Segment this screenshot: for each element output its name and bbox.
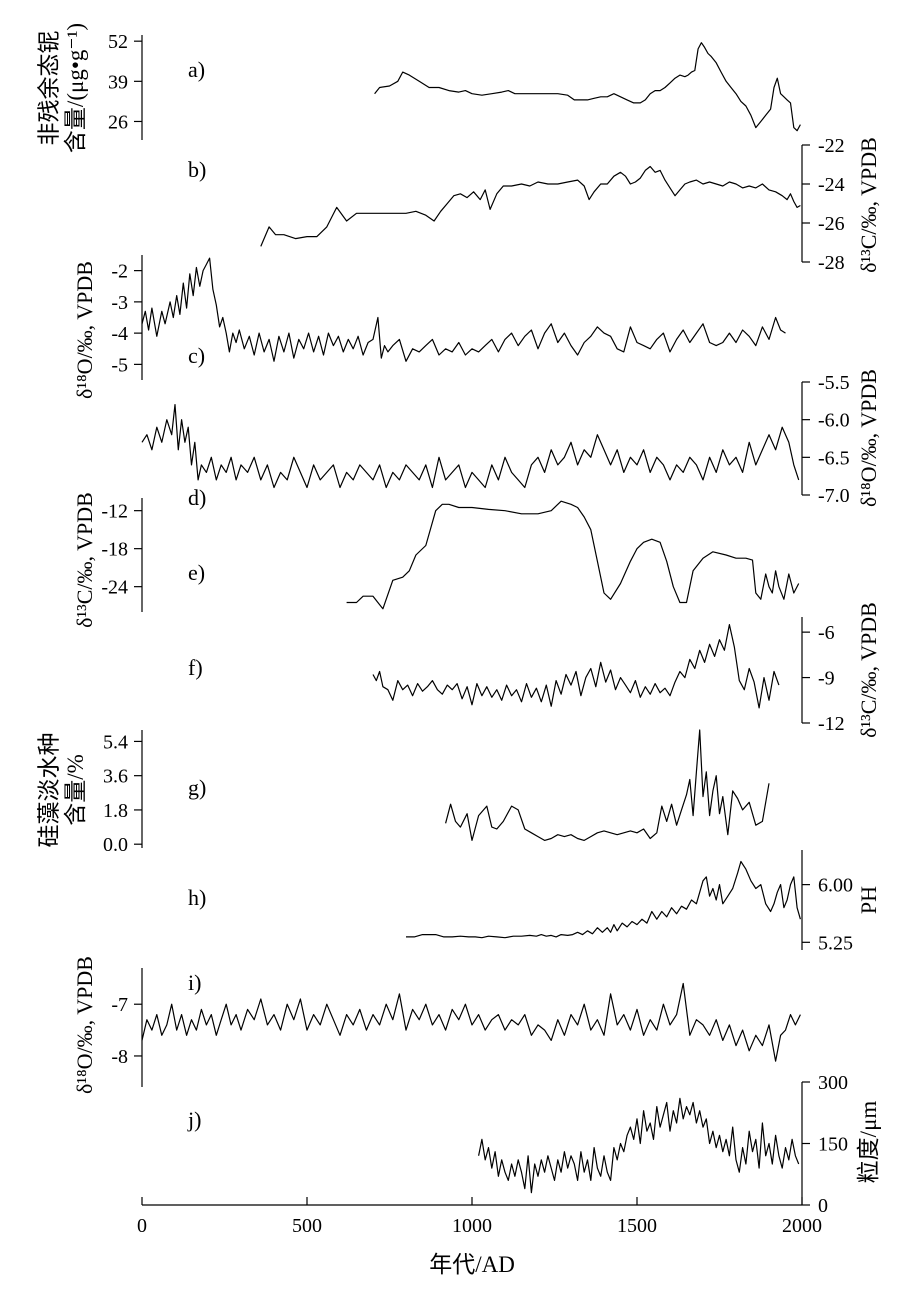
y-tick-label: 0 — [818, 1195, 828, 1217]
panel-label: h) — [188, 885, 206, 910]
y-tick-label: -18 — [101, 539, 128, 561]
panel-label: a) — [188, 57, 205, 82]
y-tick-label: -6.5 — [818, 447, 850, 469]
y-axis-title: δ¹⁸O/‰, VPDB — [72, 261, 97, 399]
y-tick-label: -7 — [111, 994, 128, 1016]
series-line — [478, 1097, 800, 1194]
x-tick-label: 2000 — [782, 1215, 822, 1237]
y-tick-label: -5 — [111, 354, 128, 376]
y-tick-label: -5.5 — [818, 372, 850, 394]
panel-g: 5.4 3.6 1.8 0.0 g) 硅藻淡水种含量/% — [37, 729, 770, 856]
panel-f: -6 -9 -12 f) δ¹³C/‰, VPDB — [188, 602, 881, 738]
y-axis-title-line: 含量/(μg•g⁻¹) — [63, 23, 88, 153]
x-tick-label: 500 — [292, 1215, 322, 1237]
series-line — [260, 165, 801, 247]
y-axis-title: δ¹³C/‰, VPDB — [72, 492, 97, 628]
y-tick-label: -6.0 — [818, 410, 850, 432]
panel-h: 6.00 5.25 h) PH — [188, 850, 881, 954]
y-axis-title: PH — [856, 886, 881, 914]
x-ticks: 0 500 1000 1500 2000 — [137, 1197, 822, 1237]
series-line — [374, 42, 801, 132]
y-axis-title-line: 含量/% — [63, 754, 88, 826]
y-axis-title: 硅藻淡水种含量/% — [37, 733, 88, 848]
y-axis-title-line: 硅藻淡水种 — [37, 733, 62, 848]
y-axis-title: δ¹⁸O/‰, VPDB — [72, 956, 97, 1094]
panel-label: e) — [188, 560, 205, 585]
y-tick-label: -24 — [101, 577, 128, 599]
x-tick-label: 1500 — [617, 1215, 657, 1237]
panel-e: -12 -18 -24 e) δ¹³C/‰, VPDB — [72, 492, 800, 628]
panel-label: b) — [188, 157, 206, 182]
y-tick-label: -9 — [818, 668, 835, 690]
y-tick-label: 5.4 — [103, 731, 128, 753]
y-tick-label: -22 — [818, 135, 845, 157]
series-line — [445, 729, 770, 842]
panel-b: -22 -24 -26 -28 b) δ¹³C/‰, VPDB — [188, 135, 881, 274]
y-tick-label: -8 — [111, 1046, 128, 1068]
panel-i: -7 -8 i) δ¹⁸O/‰, VPDB — [72, 956, 801, 1094]
y-axis-title: δ¹³C/‰, VPDB — [856, 137, 881, 273]
y-tick-label: -6 — [818, 622, 835, 644]
y-axis-title: δ¹³C/‰, VPDB — [856, 602, 881, 738]
y-tick-label: -12 — [101, 501, 128, 523]
panel-d: -5.5 -6.0 -6.5 -7.0 d) δ¹⁸O/‰, VPDB — [141, 369, 881, 510]
x-tick-label: 1000 — [452, 1215, 492, 1237]
panel-label: d) — [188, 485, 206, 510]
y-tick-label: 1.8 — [103, 800, 128, 822]
y-tick-label: 6.00 — [818, 875, 853, 897]
y-axis-title: 粒度/μm — [856, 1101, 881, 1184]
y-axis-title-line: 非残余态铌 — [37, 31, 62, 146]
y-tick-label: 150 — [818, 1134, 848, 1156]
x-axis: 0 500 1000 1500 2000 年代/AD — [137, 1197, 822, 1277]
series-line — [372, 623, 780, 709]
x-tick-label: 0 — [137, 1215, 147, 1237]
y-tick-label: -12 — [818, 713, 845, 735]
panel-label: g) — [188, 775, 206, 800]
panel-label: i) — [188, 970, 201, 995]
panel-label: f) — [188, 655, 203, 680]
y-tick-label: 52 — [108, 31, 128, 53]
series-line — [141, 982, 801, 1062]
y-tick-label: -3 — [111, 292, 128, 314]
series-line — [346, 500, 800, 610]
y-tick-label: -7.0 — [818, 485, 850, 507]
y-tick-label: 0.0 — [103, 834, 128, 856]
y-tick-label: 26 — [108, 111, 128, 133]
panel-label: c) — [188, 343, 205, 368]
panel-j: 300 150 0 j) 粒度/μm — [187, 1072, 881, 1217]
panels-group: 26 39 52 a) 非残余态铌含量/(μg•g⁻¹) -22 -24 -26 -28 b) δ¹… — [37, 23, 881, 1217]
y-tick-label: -2 — [111, 261, 128, 283]
series-line — [406, 860, 801, 939]
y-tick-label: -24 — [818, 174, 845, 196]
series-line — [141, 404, 800, 489]
y-tick-label: -26 — [818, 213, 845, 235]
y-axis-title: 非残余态铌含量/(μg•g⁻¹) — [37, 23, 88, 153]
series-line — [141, 257, 786, 362]
y-tick-label: 5.25 — [818, 932, 853, 954]
y-tick-label: 3.6 — [103, 766, 128, 788]
y-tick-label: -28 — [818, 252, 845, 274]
y-tick-label: 300 — [818, 1072, 848, 1094]
panel-a: 26 39 52 a) 非残余态铌含量/(μg•g⁻¹) — [37, 23, 801, 153]
panel-c: -2 -3 -4 -5 c) δ¹⁸O/‰, VPDB — [72, 255, 786, 399]
x-axis-title: 年代/AD — [429, 1252, 515, 1277]
panel-label: j) — [187, 1107, 201, 1132]
y-tick-label: -4 — [111, 323, 128, 345]
y-tick-label: 39 — [108, 71, 128, 93]
y-axis-title: δ¹⁸O/‰, VPDB — [856, 369, 881, 507]
